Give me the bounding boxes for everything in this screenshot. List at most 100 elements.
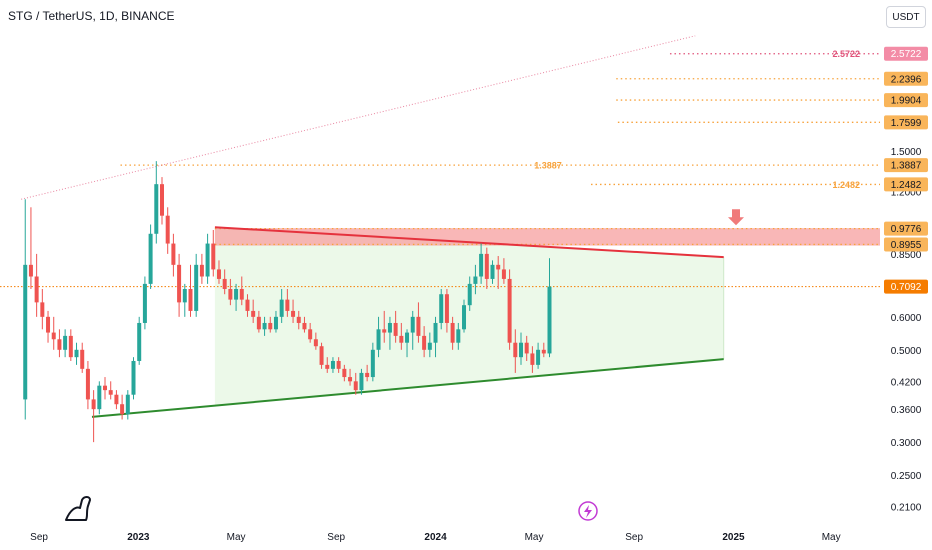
candle-body [439, 294, 444, 323]
x-axis-tick-label: May [525, 532, 544, 543]
candle-body [365, 372, 370, 378]
candle-body [313, 339, 318, 347]
candle-body [74, 349, 79, 358]
candle-body [63, 335, 68, 350]
candle-body [348, 377, 353, 382]
candle-body [165, 215, 170, 244]
candle-body [422, 335, 427, 350]
candle-body [159, 184, 164, 216]
candle-body [496, 264, 501, 270]
candle-body [228, 288, 233, 300]
candle-body [125, 394, 130, 415]
candle-body [68, 335, 73, 358]
x-axis-tick-label: May [227, 532, 246, 543]
candle-body [188, 288, 193, 311]
candle-body [530, 353, 535, 365]
price-level-tag-bg [884, 71, 928, 86]
candle-body [273, 316, 278, 330]
candle-body [279, 299, 284, 317]
candle-body [34, 276, 39, 303]
candle-body [154, 184, 159, 234]
candle-body [507, 278, 512, 343]
candle-body [23, 264, 28, 400]
candle-body [427, 342, 432, 350]
price-level-inline-label: 1.3887 [534, 161, 562, 171]
candle-body [91, 399, 96, 410]
candle-body [399, 335, 404, 343]
candle-body [103, 385, 108, 391]
candle-body [262, 322, 267, 330]
resistance-trend-line [214, 226, 724, 259]
candle-body [490, 264, 495, 279]
price-level-tag: 2.2396 [891, 74, 922, 85]
candle-body [467, 283, 472, 306]
y-axis-tick-label: 1.2000 [891, 188, 922, 199]
candle-body [405, 332, 410, 343]
candle-body [85, 368, 90, 400]
upper-channel-trend-line [21, 35, 696, 200]
candle-body [239, 288, 244, 300]
candle-body [137, 322, 142, 361]
x-axis-tick-label: Sep [625, 532, 643, 543]
price-level-tag: 1.9904 [891, 96, 922, 107]
candle-body [518, 342, 523, 358]
candle-body [268, 322, 273, 330]
price-level-tag-bg [884, 158, 928, 173]
candle-body [353, 381, 358, 391]
candle-body [302, 322, 307, 330]
candle-body [524, 342, 529, 354]
current-price-tag: 0.7092 [891, 282, 922, 293]
price-level-tag-bg [884, 177, 928, 192]
currency-button[interactable]: USDT [886, 6, 926, 28]
candle-body [382, 329, 387, 333]
price-level-tag-bg [884, 93, 928, 108]
candle-body [211, 243, 216, 270]
price-level-tag: 1.7599 [891, 118, 922, 129]
candle-body [462, 305, 467, 330]
candle-body [296, 316, 301, 323]
x-axis-tick-label: Sep [327, 532, 345, 543]
candle-body [513, 342, 518, 358]
support-trend-line [91, 358, 724, 418]
x-axis-tick-label: 2023 [127, 532, 150, 543]
x-axis-tick-label: 2025 [722, 532, 745, 543]
candle-body [325, 364, 330, 369]
price-level-tag: 0.8955 [891, 240, 922, 251]
candle-body [547, 286, 552, 354]
price-level-inline-label: 1.2482 [832, 180, 860, 190]
candle-body [444, 294, 449, 323]
y-axis-tick-label: 0.3000 [891, 438, 922, 449]
candle-body [108, 390, 113, 395]
candle-body [251, 310, 256, 317]
candle-body [245, 299, 250, 311]
candle-body [473, 276, 478, 284]
y-axis-tick-label: 0.4200 [891, 377, 922, 388]
candle-body [416, 316, 421, 336]
price-level-tag-bg [884, 221, 928, 236]
candle-body [171, 243, 176, 265]
candle-body [541, 349, 546, 354]
candle-body [484, 253, 489, 279]
candle-body [46, 316, 51, 333]
candle-body [194, 264, 199, 311]
candle-body [28, 264, 33, 277]
candle-body [114, 394, 119, 405]
candle-body [387, 322, 392, 333]
candle-body [536, 349, 541, 365]
price-level-tag: 1.3887 [891, 161, 922, 172]
candle-body [359, 372, 364, 391]
y-axis-tick-label: 0.6000 [891, 313, 922, 324]
candle-body [501, 269, 506, 279]
arrow-down-icon [728, 209, 744, 226]
candle-body [370, 349, 375, 378]
tradingview-dino-logo [65, 496, 91, 521]
current-price-tag-bg [884, 279, 928, 294]
candle-body [234, 288, 239, 300]
candle-body [479, 253, 484, 277]
candle-body [342, 368, 347, 378]
candle-body [205, 243, 210, 277]
price-level-inline-label: 2.5722 [832, 49, 860, 59]
candle-body [148, 233, 153, 284]
candle-body [319, 346, 324, 365]
